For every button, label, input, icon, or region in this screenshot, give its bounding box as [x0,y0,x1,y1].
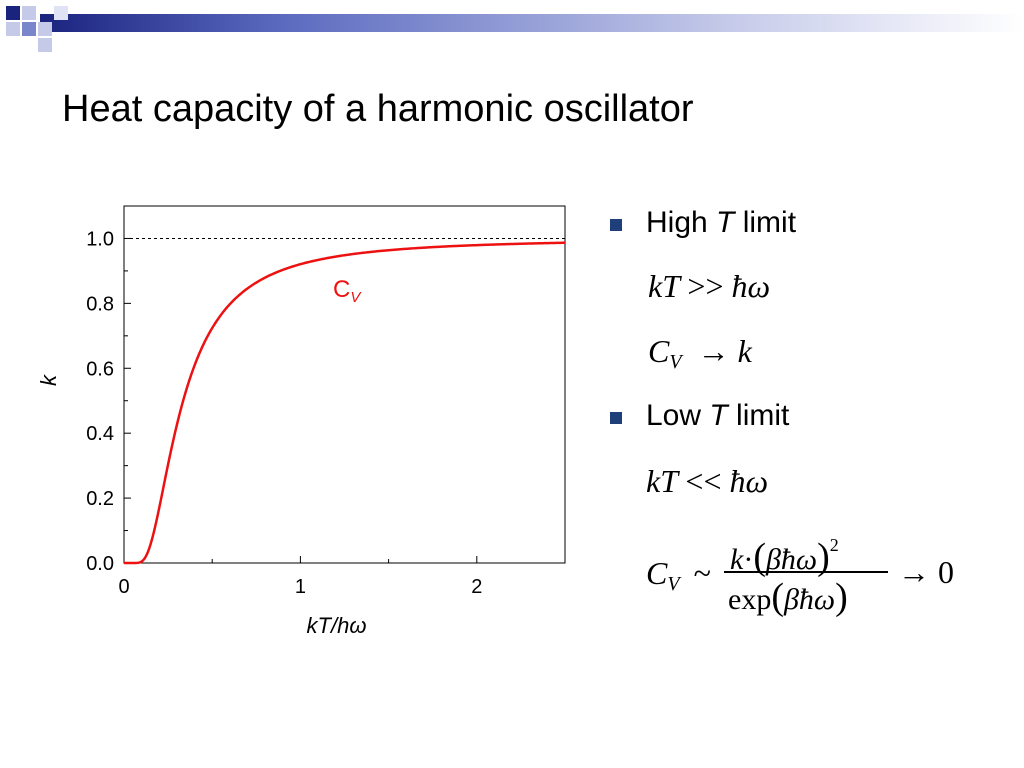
y-tick-label: 0.4 [86,423,114,445]
eq-arrow: → [697,333,730,369]
plot-frame [123,205,566,564]
eq-exp-fn: exp [728,583,772,616]
series-label-subscript: V [350,289,362,306]
eq-zero: 0 [938,554,954,590]
eq-tilde: ~ [693,555,711,591]
bullet-marker-low-t [610,412,622,424]
header-decoration [6,6,1024,52]
y-axis-title: k [36,374,61,386]
x-axis-title: kT/hω [307,613,367,638]
eq-lhs: kT [646,463,678,499]
x-tick-label: 0 [118,576,129,598]
equation-low-t-condition: kT << ħω [646,462,768,500]
bullet-high-t-label: High T limit [646,205,796,241]
label-text: Low [646,399,710,432]
eq-cv-sub: V [669,351,682,373]
y-tick-label: 0.0 [86,553,114,575]
eq-numerator: k·(βħω)2 [730,535,839,578]
slide-title: Heat capacity of a harmonic oscillator [62,88,694,130]
x-tick-label: 2 [471,576,482,598]
eq-rhs: ħω [731,268,771,304]
eq-cv: C [646,555,668,591]
eq-cv-sub: V [667,573,680,595]
eq-cv-lowt: CV ~ [646,554,711,603]
fraction-bar [724,571,888,573]
eq-arg: βħω [765,543,818,576]
eq-limit: → 0 [898,553,954,591]
eq-k: k [730,543,744,576]
eq-arg: βħω [783,583,836,616]
eq-arrow: → [898,554,930,590]
label-var: T [716,206,735,239]
bullet-low-t-label: Low T limit [646,398,789,434]
series-label: CV [333,276,362,306]
equation-high-t-condition: kT >> ħω [648,267,770,305]
eq-denominator: exp(βħω) [728,576,848,618]
x-tick-label: 1 [295,576,306,598]
y-tick-label: 0.2 [86,488,114,510]
equation-high-t-result: CV → k [648,332,752,381]
eq-op: >> [687,268,724,304]
eq-lhs: kT [648,268,680,304]
eq-cv: C [648,333,670,369]
eq-exp: 2 [829,535,839,555]
eq-rhs: k [737,333,752,369]
eq-op: << [685,463,722,499]
eq-rhs: ħω [729,463,769,499]
label-text: limit [734,206,797,239]
y-tick-label: 0.8 [86,293,114,315]
eq-dot: · [743,543,754,576]
label-text: High [646,206,717,239]
y-tick-label: 1.0 [86,228,114,250]
label-text: limit [727,399,790,432]
y-tick-label: 0.6 [86,358,114,380]
label-var: T [709,399,728,432]
series-line-cv [124,241,566,565]
bullet-marker-high-t [610,219,622,231]
